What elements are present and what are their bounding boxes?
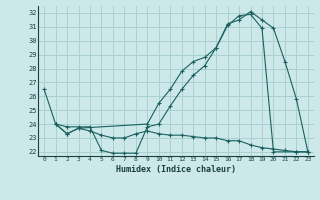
X-axis label: Humidex (Indice chaleur): Humidex (Indice chaleur)	[116, 165, 236, 174]
